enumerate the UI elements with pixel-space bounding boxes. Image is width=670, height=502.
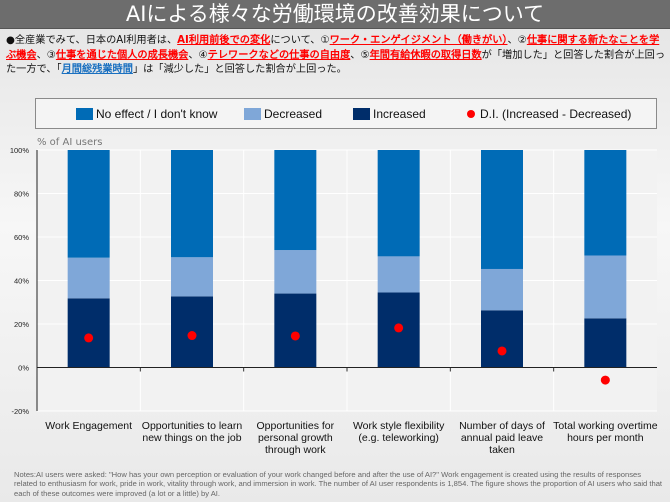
- di-point: [600, 375, 610, 385]
- legend-decreased: Decreased: [244, 107, 322, 121]
- x-tick-label: through work: [265, 444, 326, 456]
- notes: Notes:AI users were asked: "How has your…: [14, 470, 663, 498]
- y-tick-label: 0%: [18, 364, 29, 373]
- x-tick-label: new things on the job: [142, 432, 241, 444]
- x-tick-label: Total working overtime: [553, 420, 658, 432]
- bar-no-effect: [377, 150, 420, 257]
- legend-label: D.I. (Increased - Decreased): [480, 107, 632, 121]
- text-segment: 、⑤: [350, 49, 370, 61]
- y-tick-label: 40%: [14, 277, 29, 286]
- y-tick-label: 100%: [10, 146, 30, 155]
- y-axis-label: % of AI users: [37, 137, 103, 148]
- page-title: AIによる様々な労働環境の改善効果について: [0, 0, 670, 29]
- bar-decreased: [274, 250, 317, 294]
- bar-no-effect: [481, 150, 523, 269]
- x-tick-label: Opportunities for: [257, 420, 335, 432]
- x-tick-label: Opportunities to learn: [142, 420, 243, 432]
- text-segment: 、③: [36, 49, 56, 61]
- text-segment: ●全産業でみて、日本のAI利用者は、: [6, 35, 178, 46]
- x-tick-label: taken: [489, 444, 515, 456]
- di-point: [290, 331, 300, 341]
- text-segment: 、②: [507, 35, 527, 46]
- text-segment: 、④: [188, 49, 208, 61]
- highlight-text: 仕事に関する新たなことを学ぶ機会: [6, 35, 660, 61]
- legend-increased: Increased: [353, 107, 426, 121]
- legend-swatch: [76, 108, 93, 120]
- text-segment: が「増加した」と回答した割合が上回った一方で、「: [6, 49, 666, 76]
- di-point: [187, 331, 197, 341]
- bar-no-effect: [274, 150, 317, 251]
- stacked-bar-chart: -20% 0% 20% 40% 60% 80% 100% % of AI users Work …: [10, 137, 658, 456]
- y-tick-label: 80%: [14, 190, 29, 199]
- legend-swatch: [353, 108, 370, 120]
- x-tick-label: (e.g. teleworking): [358, 432, 439, 444]
- bar-decreased: [377, 256, 420, 293]
- legend-di: D.I. (Increased - Decreased): [467, 107, 631, 121]
- x-tick-label: personal growth: [258, 432, 333, 444]
- chart-legend: No effect / I don't know Decreased Incre…: [35, 98, 657, 129]
- y-tick-label: 20%: [14, 320, 29, 329]
- x-tick-label: Number of days of: [459, 420, 545, 432]
- highlight-text: 仕事を通じた個人の成長機会: [55, 49, 189, 61]
- y-tick-label: -20%: [11, 407, 29, 416]
- bar-increased: [67, 298, 110, 368]
- bar-decreased: [584, 255, 627, 319]
- x-tick-label: annual paid leave: [461, 432, 543, 444]
- di-point: [497, 346, 507, 356]
- legend-dot: [467, 110, 475, 118]
- legend-label: Increased: [373, 107, 426, 121]
- text-segment: について、①: [270, 35, 330, 46]
- bar-increased: [584, 318, 627, 368]
- highlight-text: 年間有給休暇の取得日数: [369, 49, 482, 61]
- bar-decreased: [67, 257, 110, 299]
- x-tick-label: Work Engagement: [45, 420, 132, 432]
- x-tick-label: Work style flexibility: [353, 420, 445, 432]
- bar-increased: [481, 310, 523, 368]
- highlight-text: AI利用前後での変化: [177, 35, 271, 46]
- bar-decreased: [481, 268, 523, 311]
- summary-text: ●全産業でみて、日本のAI利用者は、AI利用前後での変化について、①ワーク・エン…: [6, 34, 666, 78]
- legend-no-effect: No effect / I don't know: [76, 107, 217, 121]
- highlight-text: 月間総残業時間: [61, 64, 133, 75]
- legend-label: No effect / I don't know: [96, 107, 218, 121]
- legend-label: Decreased: [264, 107, 323, 121]
- highlight-text: ワーク・エンゲイジメント（働きがい）: [329, 35, 508, 46]
- x-tick-label: hours per month: [567, 432, 644, 444]
- di-point: [394, 323, 404, 333]
- y-tick-label: 60%: [14, 233, 29, 242]
- legend-swatch: [244, 108, 261, 120]
- bar-increased: [274, 293, 317, 368]
- bar-no-effect: [67, 150, 110, 258]
- di-point: [84, 333, 94, 343]
- bar-no-effect: [584, 150, 627, 256]
- bar-decreased: [171, 257, 213, 297]
- highlight-text: テレワークなどの仕事の自由度: [207, 49, 351, 61]
- bar-no-effect: [171, 150, 213, 258]
- text-segment: 」は「減少した」と回答した割合が上回った。: [132, 64, 347, 75]
